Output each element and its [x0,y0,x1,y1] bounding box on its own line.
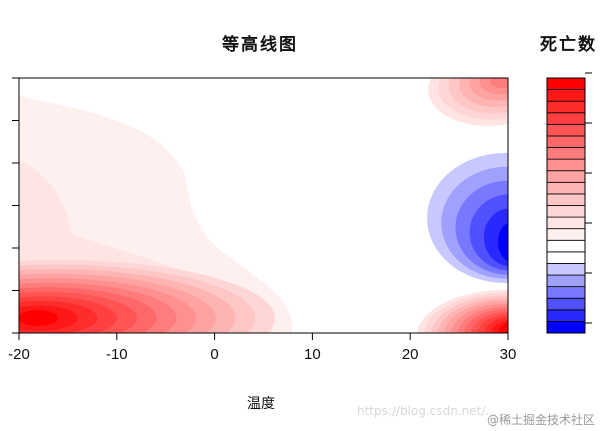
contour-band [483,208,508,267]
x-tick-label: -20 [8,346,30,363]
colorbar-cell [546,274,586,288]
colorbar-cell [546,286,586,299]
colorbar-axis [585,72,592,324]
colorbar-title: 死亡数 [540,35,597,55]
contour-band [19,310,58,326]
contour-band [469,194,508,271]
x-tick-label: 20 [402,346,419,363]
colorbar-cell [546,123,586,137]
chart-title: 等高线图 [222,35,298,55]
contour-band [490,78,508,88]
colorbar-cell [546,170,586,183]
contour-band [498,222,508,262]
contour-layers [19,78,508,333]
colorbar [546,77,586,334]
contour-band [498,323,508,333]
colorbar-cell [546,77,586,90]
colorbar-cell [546,181,586,195]
colorbar-cell [546,251,586,264]
colorbar-cell [546,205,586,218]
x-axis-label: 温度 [247,396,275,412]
colorbar-cell [546,193,586,206]
colorbar-cell [546,297,586,311]
watermark-url: https://blog.csdn.net/... [357,404,497,418]
colorbar-cell [546,147,586,160]
x-tick-label: -10 [106,346,128,363]
colorbar-cell [546,158,586,172]
colorbar-frame [546,77,586,334]
x-tick-label: 10 [304,346,321,363]
x-axis: -20 -10 0 10 20 30 [8,333,516,363]
colorbar-cell [546,228,586,241]
colorbar-cell [546,321,586,334]
colorbar-cell [546,100,586,114]
contour-fills [19,78,508,333]
colorbar-cell [546,263,586,276]
colorbar-cell [546,89,586,102]
watermark-brand: @稀土掘金技术社区 [487,413,596,427]
colorbar-cell [546,309,586,322]
colorbar-cell [546,135,586,148]
colorbar-cell [546,112,586,125]
x-tick-label: 30 [500,346,517,363]
y-axis [12,77,19,334]
colorbar-cell [546,216,586,230]
colorbar-cell [546,239,586,253]
x-tick-label: 0 [210,346,218,363]
